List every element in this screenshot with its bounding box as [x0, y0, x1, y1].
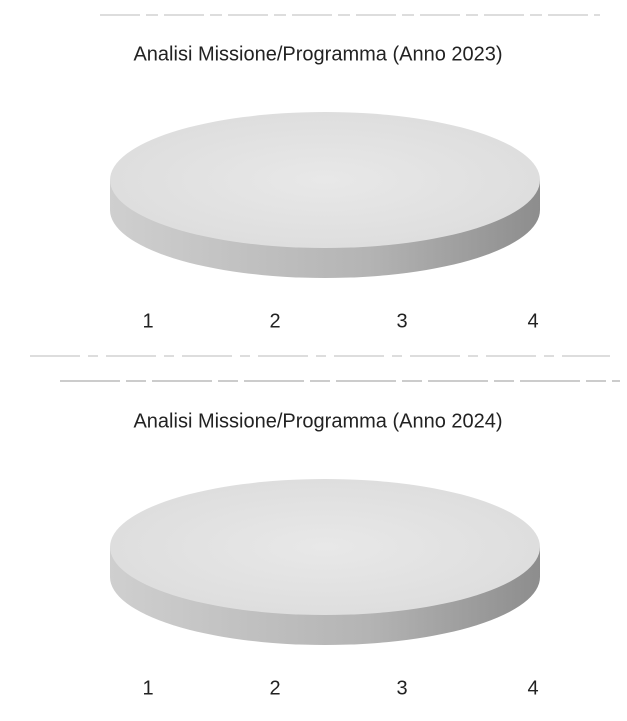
- legend-label: 1: [142, 310, 153, 332]
- legend-label: 2: [269, 310, 280, 332]
- legend-label: 3: [396, 677, 407, 699]
- legend-label: 3: [396, 310, 407, 332]
- legend-label: 1: [142, 677, 153, 699]
- chart-title: Analisi Missione/Programma (Anno 2024): [133, 410, 502, 432]
- chart-title: Analisi Missione/Programma (Anno 2023): [133, 43, 502, 65]
- pie-top: [110, 112, 540, 248]
- legend-label: 4: [527, 677, 538, 699]
- legend-label: 4: [527, 310, 538, 332]
- legend-label: 2: [269, 677, 280, 699]
- pie-top: [110, 479, 540, 615]
